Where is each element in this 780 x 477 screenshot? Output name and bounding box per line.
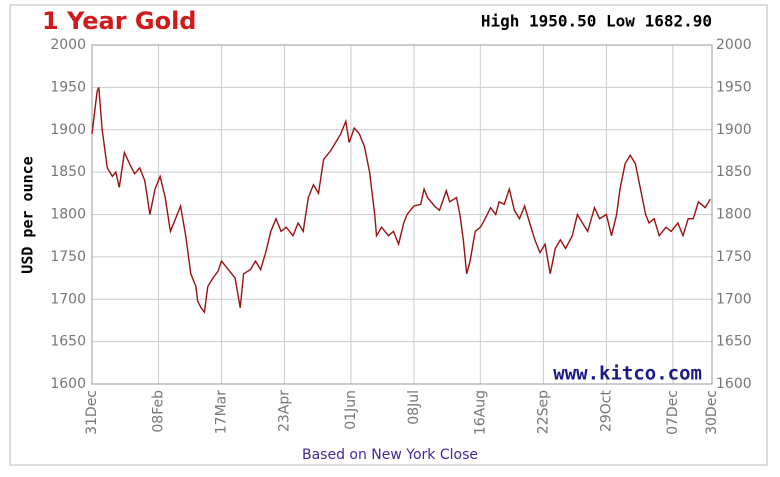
y2-tick-label: 1700 xyxy=(716,291,752,307)
y-tick-label: 1900 xyxy=(50,122,86,138)
y2-tick-label: 2000 xyxy=(716,37,752,53)
y2-tick-label: 1850 xyxy=(716,164,752,180)
y-tick-label: 1600 xyxy=(50,376,86,392)
watermark: www.kitco.com xyxy=(553,363,702,385)
y2-tick-label: 1900 xyxy=(716,122,752,138)
chart-subtitle: High 1950.50 Low 1682.90 xyxy=(481,12,712,31)
x-tick-label: 08Feb xyxy=(150,390,166,433)
plot-border xyxy=(91,44,713,385)
x-tick-label: 17Mar xyxy=(213,390,229,434)
x-tick-label: 22Sep xyxy=(535,390,551,434)
y2-tick-label: 1650 xyxy=(716,334,752,350)
chart-title: 1 Year Gold xyxy=(42,7,197,35)
y-tick-label: 1950 xyxy=(50,79,86,95)
y2-tick-label: 1750 xyxy=(716,249,752,265)
x-tick-label: 23Apr xyxy=(276,390,292,432)
y2-tick-label: 1950 xyxy=(716,79,752,95)
x-axis-label: Based on New York Close xyxy=(302,447,478,463)
x-tick-label: 07Dec xyxy=(665,390,681,435)
x-tick-label: 01Jun xyxy=(343,390,359,430)
y2-tick-label: 1800 xyxy=(716,207,752,223)
y-tick-label: 1750 xyxy=(50,249,86,265)
y-tick-label: 1850 xyxy=(50,164,86,180)
x-tick-label: 08Jul xyxy=(406,390,422,425)
y-tick-label: 1800 xyxy=(50,207,86,223)
y-axis-label: USD per ounce xyxy=(19,156,37,273)
x-tick-label: 29Oct xyxy=(598,390,614,433)
y2-tick-label: 1600 xyxy=(716,376,752,392)
y-tick-label: 1650 xyxy=(50,334,86,350)
x-tick-label: 31Dec xyxy=(84,390,100,435)
x-tick-label: 16Aug xyxy=(472,390,488,435)
y-tick-label: 2000 xyxy=(50,37,86,53)
y-tick-label: 1700 xyxy=(50,291,86,307)
x-tick-label: 30Dec xyxy=(704,390,720,435)
price-line xyxy=(91,87,711,314)
